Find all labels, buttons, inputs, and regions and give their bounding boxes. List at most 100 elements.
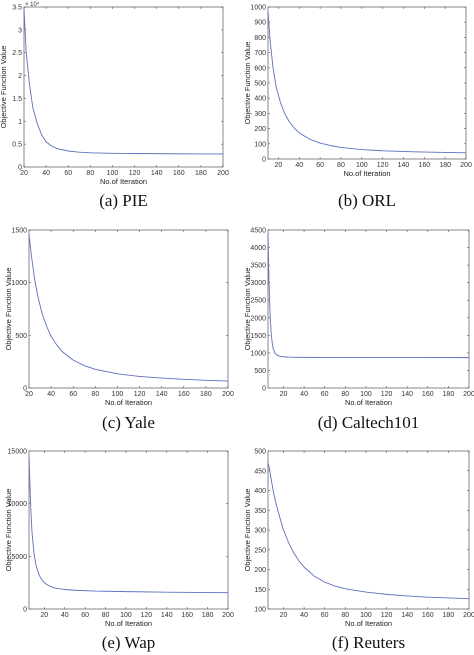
data-point <box>271 478 272 479</box>
plot-frame <box>267 6 467 160</box>
data-point <box>228 381 229 382</box>
plot-frame <box>267 450 470 610</box>
x-tick-label: 100 <box>107 170 119 177</box>
data-point <box>330 145 331 146</box>
x-tick-label: 60 <box>81 612 89 619</box>
data-point <box>64 589 65 590</box>
data-point <box>320 143 321 144</box>
y-tick-label: 700 <box>254 50 266 57</box>
y-tick-label: 200 <box>254 567 266 574</box>
x-tick-label: 180 <box>202 612 214 619</box>
y-tick-label: 350 <box>254 508 266 515</box>
y-tick-label: 400 <box>254 488 266 495</box>
data-point <box>268 462 269 463</box>
plot-frame <box>28 229 229 389</box>
x-tick-label: 160 <box>418 162 430 169</box>
data-point <box>270 40 271 41</box>
data-point <box>29 456 30 457</box>
y-tick-label: 15000 <box>8 449 28 456</box>
data-point <box>283 356 284 357</box>
x-tick-label: 80 <box>91 391 99 398</box>
data-point <box>293 357 294 358</box>
x-tick-label: 120 <box>381 612 393 619</box>
subfigure-caption: (c) Yale <box>102 413 155 432</box>
data-point <box>466 152 467 153</box>
data-point <box>228 592 229 593</box>
data-point <box>273 348 274 349</box>
data-point <box>288 121 289 122</box>
data-point <box>62 351 63 352</box>
x-tick-label: 40 <box>47 391 55 398</box>
x-tick-label: 200 <box>463 391 474 398</box>
data-point <box>51 145 52 146</box>
chart-panel-3: 20 40 60 80 100 120 140 160 180 20005001000150020… <box>243 228 474 433</box>
data-point <box>207 592 208 593</box>
data-point <box>183 379 184 380</box>
data-point <box>299 132 300 133</box>
data-point <box>280 356 281 357</box>
x-tick-label: 120 <box>129 170 141 177</box>
data-point <box>167 153 168 154</box>
data-point <box>445 152 446 153</box>
data-point <box>95 369 96 370</box>
plot-frame <box>28 450 229 610</box>
data-point <box>273 69 274 70</box>
data-point <box>386 594 387 595</box>
data-point <box>288 542 289 543</box>
x-tick-label: 40 <box>300 391 308 398</box>
x-tick-label: 60 <box>321 391 329 398</box>
data-point <box>34 278 35 279</box>
y-axis-label: Objective Function Value <box>4 268 13 351</box>
data-point <box>304 567 305 568</box>
x-tick-label: 40 <box>42 170 50 177</box>
x-tick-label: 20 <box>40 612 48 619</box>
x-axis-label: No.of Iteration <box>105 398 152 407</box>
data-point <box>34 554 35 555</box>
data-point <box>26 52 27 53</box>
data-point <box>57 148 58 149</box>
x-axis-label: No.of Iteration <box>343 169 390 178</box>
data-point <box>29 84 30 85</box>
chart-panel-5: 20 40 60 80 100 120 140 160 180 200 100 150 200 250 30… <box>243 449 474 653</box>
data-point <box>283 530 284 531</box>
data-point <box>125 591 126 592</box>
x-tick-label: 80 <box>337 162 345 169</box>
data-point <box>413 151 414 152</box>
x-tick-label: 180 <box>439 162 451 169</box>
x-tick-label: 60 <box>69 391 77 398</box>
data-point <box>139 376 140 377</box>
x-tick-label: 180 <box>443 612 455 619</box>
x-tick-label: 200 <box>460 162 472 169</box>
y-tick-label: 1000 <box>250 350 266 357</box>
y-axis-label: Objective Function Value <box>243 268 252 351</box>
data-point <box>73 360 74 361</box>
y-tick-label: 5000 <box>11 554 27 561</box>
data-point <box>269 282 270 283</box>
y-tick-label: 4000 <box>250 245 266 252</box>
data-point <box>269 466 270 467</box>
data-point <box>112 153 113 154</box>
data-point <box>309 139 310 140</box>
data-point <box>345 588 346 589</box>
y-tick-label: 250 <box>254 547 266 554</box>
data-point <box>161 378 162 379</box>
chart-panel-4: 20 40 60 80 100 120 140 160 180 200 0 5000 10000 1500… <box>4 449 234 653</box>
y-tick-label: 500 <box>254 449 266 456</box>
data-point <box>324 357 325 358</box>
data-point <box>314 576 315 577</box>
data-point <box>56 344 57 345</box>
y-axis-label: Objective Function Value <box>243 489 252 572</box>
y-tick-label: 100 <box>254 607 266 614</box>
y-tick-label: 1000 <box>250 5 266 12</box>
x-tick-label: 20 <box>25 391 33 398</box>
data-point <box>365 357 366 358</box>
data-point <box>407 595 408 596</box>
data-point <box>37 296 38 297</box>
x-tick-label: 20 <box>280 612 288 619</box>
data-point <box>31 254 32 255</box>
x-tick-label: 160 <box>181 612 193 619</box>
data-point <box>324 582 325 583</box>
y-tick-label: 300 <box>254 528 266 535</box>
x-tick-label: 140 <box>156 391 168 398</box>
data-point <box>200 153 201 154</box>
